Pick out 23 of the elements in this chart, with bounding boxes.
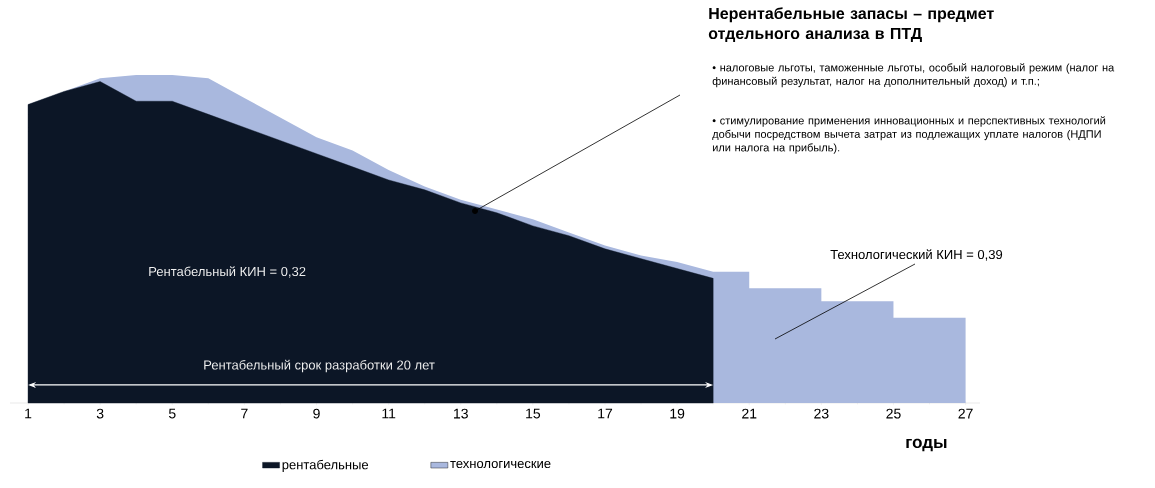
x-tick-label: 1 xyxy=(25,408,32,419)
x-tick-label: 21 xyxy=(742,408,757,419)
x-tick-label: 5 xyxy=(168,408,176,419)
text: Нерентабельные запасы – предмет отдельного анализа в ПТД xyxy=(708,7,994,43)
x-tick-label: 23 xyxy=(814,408,829,419)
annotation: Рентабельный срок разработки 20 лет xyxy=(204,359,435,373)
annotation: • стимулирование применения инновационных и перспективных технологий добычи посредством вычета затрат из подлежащих уплате налогов (НДПИ или налога на прибыль). xyxy=(712,116,1106,154)
annotation: Технологический КИН = 0,39 xyxy=(830,249,1003,261)
legend-label: технологические xyxy=(450,460,551,469)
x-axis-title: годы xyxy=(906,438,947,452)
x-tick-label: 13 xyxy=(454,408,468,419)
annotation: Рентабельный КИН = 0,32 xyxy=(149,266,306,278)
annotation: • налоговые льготы, таможенные льготы, особый налоговый режим (налог на финансовый результат, налог на дополнительный доход) и т.п.; xyxy=(712,63,1115,88)
x-tick-label: 9 xyxy=(313,408,320,419)
x-tick-label: 27 xyxy=(958,408,973,419)
x-tick-label: 3 xyxy=(96,408,104,419)
x-tick-label: 17 xyxy=(598,408,613,419)
x-tick-label: 7 xyxy=(241,408,248,419)
legend-label: рентабельные xyxy=(282,459,369,472)
x-tick-label: 11 xyxy=(382,408,396,419)
x-tick-label: 15 xyxy=(526,408,541,419)
x-tick-label: 19 xyxy=(670,408,685,419)
x-tick-label: 25 xyxy=(886,408,901,419)
